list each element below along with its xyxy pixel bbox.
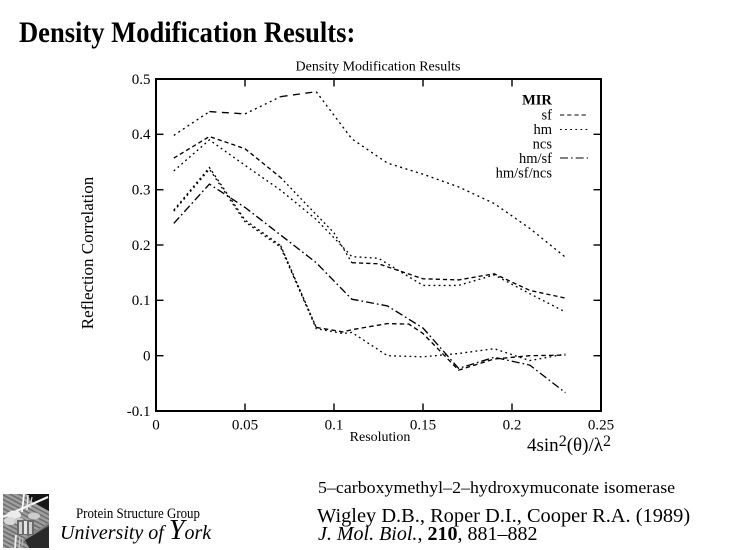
- svg-text:MIR: MIR: [522, 93, 552, 109]
- svg-text:Density Modification Results: Density Modification Results: [296, 60, 461, 75]
- svg-text:0.2: 0.2: [132, 238, 151, 254]
- svg-text:Resolution: Resolution: [350, 430, 411, 445]
- svg-text:sf: sf: [542, 108, 553, 124]
- svg-text:0.5: 0.5: [132, 72, 151, 88]
- svg-text:0.3: 0.3: [132, 183, 151, 199]
- svg-text:0: 0: [152, 418, 160, 434]
- svg-text:0.2: 0.2: [503, 418, 522, 434]
- svg-text:0.1: 0.1: [132, 293, 151, 309]
- svg-text:0.15: 0.15: [410, 418, 436, 434]
- svg-text:ncs: ncs: [533, 137, 553, 153]
- svg-text:Reflection Correlation: Reflection Correlation: [78, 176, 97, 329]
- svg-text:0.1: 0.1: [325, 418, 344, 434]
- svg-text:0.25: 0.25: [588, 418, 614, 434]
- svg-text:0.05: 0.05: [232, 418, 258, 434]
- svg-text:hm/sf/ncs: hm/sf/ncs: [496, 166, 553, 182]
- svg-text:0.4: 0.4: [132, 127, 151, 143]
- svg-text:hm: hm: [533, 122, 552, 138]
- svg-text:0: 0: [143, 349, 151, 365]
- svg-text:hm/sf: hm/sf: [519, 151, 552, 167]
- svg-text:-0.1: -0.1: [127, 404, 151, 420]
